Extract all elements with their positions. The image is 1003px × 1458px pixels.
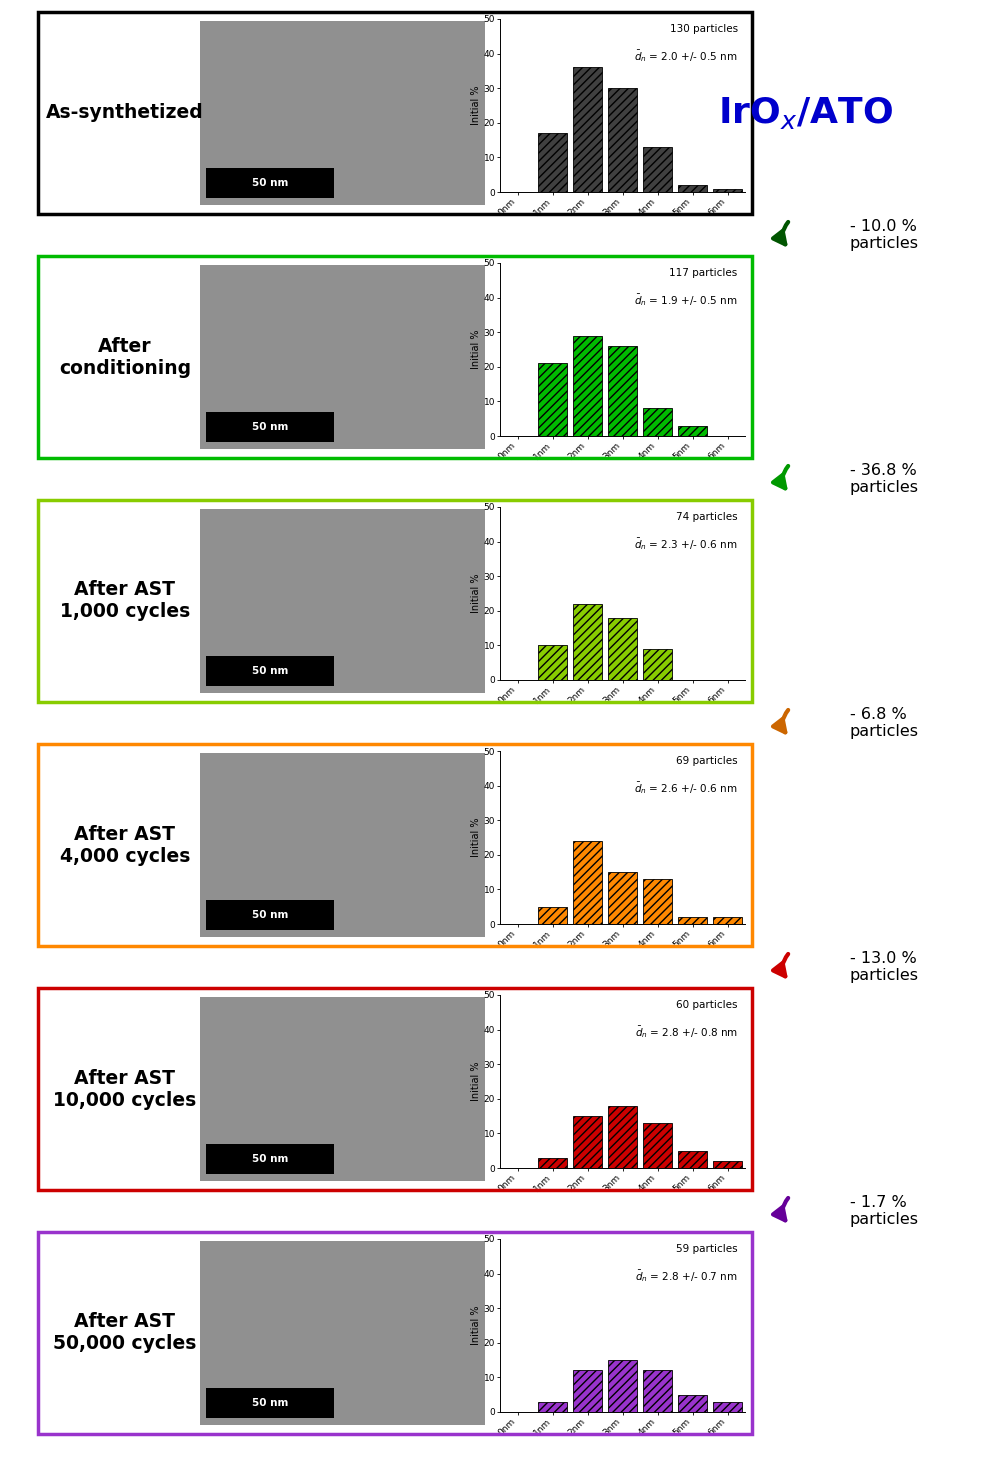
Y-axis label: Initial %: Initial % [470, 574, 480, 614]
Text: After AST
50,000 cycles: After AST 50,000 cycles [53, 1312, 197, 1353]
Text: 50 nm: 50 nm [252, 666, 288, 677]
Text: After
conditioning: After conditioning [59, 337, 191, 378]
Y-axis label: Initial %: Initial % [470, 1061, 480, 1101]
Text: 130 particles: 130 particles [669, 25, 737, 34]
Bar [206, 1388, 334, 1417]
Text: - 10.0 %
particles: - 10.0 % particles [850, 219, 918, 251]
Y-axis label: Initial %: Initial % [470, 330, 480, 369]
Bar [206, 900, 334, 930]
Bar [712, 1161, 741, 1168]
Text: 50 nm: 50 nm [252, 421, 288, 432]
Bar [607, 87, 637, 192]
Text: As-synthetized: As-synthetized [46, 104, 204, 122]
Text: $\bar{d}_n$ = 2.6 +/- 0.6 nm: $\bar{d}_n$ = 2.6 +/- 0.6 nm [634, 780, 737, 796]
Bar [537, 646, 567, 679]
Bar [607, 346, 637, 436]
Bar [642, 147, 672, 192]
Text: $\bar{d}_n$ = 2.0 +/- 0.5 nm: $\bar{d}_n$ = 2.0 +/- 0.5 nm [634, 48, 737, 64]
Text: - 6.8 %
particles: - 6.8 % particles [850, 707, 918, 739]
Text: $\bar{d}_n$ = 2.3 +/- 0.6 nm: $\bar{d}_n$ = 2.3 +/- 0.6 nm [634, 537, 737, 553]
Bar [572, 1117, 602, 1168]
Bar [572, 67, 602, 192]
Bar [642, 879, 672, 924]
Bar [677, 917, 707, 924]
Text: 50 nm: 50 nm [252, 1153, 288, 1163]
Text: - 13.0 %
particles: - 13.0 % particles [850, 951, 918, 983]
Bar [206, 413, 334, 442]
Text: 60 particles: 60 particles [675, 1000, 737, 1010]
Y-axis label: Initial %: Initial % [470, 1306, 480, 1346]
Text: After AST
4,000 cycles: After AST 4,000 cycles [60, 825, 190, 866]
Bar [642, 408, 672, 436]
Text: 50 nm: 50 nm [252, 178, 288, 188]
Bar [537, 1158, 567, 1168]
Bar [712, 1401, 741, 1411]
Text: $\bar{d}_n$ = 2.8 +/- 0.8 nm: $\bar{d}_n$ = 2.8 +/- 0.8 nm [634, 1025, 737, 1041]
Bar [572, 1371, 602, 1411]
Text: 117 particles: 117 particles [669, 268, 737, 278]
Text: - 1.7 %
particles: - 1.7 % particles [850, 1194, 918, 1228]
Bar [537, 1401, 567, 1411]
Bar [206, 1145, 334, 1174]
Bar [607, 1360, 637, 1411]
Bar [572, 841, 602, 924]
Text: 69 particles: 69 particles [675, 757, 737, 767]
Bar [537, 363, 567, 436]
Bar [642, 649, 672, 679]
Text: $\bar{d}_n$ = 2.8 +/- 0.7 nm: $\bar{d}_n$ = 2.8 +/- 0.7 nm [635, 1268, 737, 1284]
Bar [206, 168, 334, 198]
Bar [677, 1395, 707, 1411]
Text: IrO$_x$/ATO: IrO$_x$/ATO [717, 95, 892, 131]
Bar [642, 1371, 672, 1411]
Text: 59 particles: 59 particles [675, 1244, 737, 1254]
Bar [712, 917, 741, 924]
Bar [607, 618, 637, 679]
Bar [677, 185, 707, 192]
Text: 50 nm: 50 nm [252, 1398, 288, 1408]
Text: After AST
10,000 cycles: After AST 10,000 cycles [53, 1069, 197, 1110]
Text: - 36.8 %
particles: - 36.8 % particles [850, 462, 918, 496]
Bar [572, 604, 602, 679]
Y-axis label: Initial %: Initial % [470, 818, 480, 857]
Y-axis label: Initial %: Initial % [470, 86, 480, 125]
Bar [206, 656, 334, 685]
Text: 50 nm: 50 nm [252, 910, 288, 920]
Bar [677, 1150, 707, 1168]
Text: After AST
1,000 cycles: After AST 1,000 cycles [60, 580, 190, 621]
Bar [572, 335, 602, 436]
Bar [537, 907, 567, 924]
Bar [607, 872, 637, 924]
Bar [537, 133, 567, 192]
Text: 74 particles: 74 particles [675, 512, 737, 522]
Bar [712, 188, 741, 192]
Bar [642, 1123, 672, 1168]
Text: $\bar{d}_n$ = 1.9 +/- 0.5 nm: $\bar{d}_n$ = 1.9 +/- 0.5 nm [634, 293, 737, 308]
Bar [677, 426, 707, 436]
Bar [607, 1105, 637, 1168]
